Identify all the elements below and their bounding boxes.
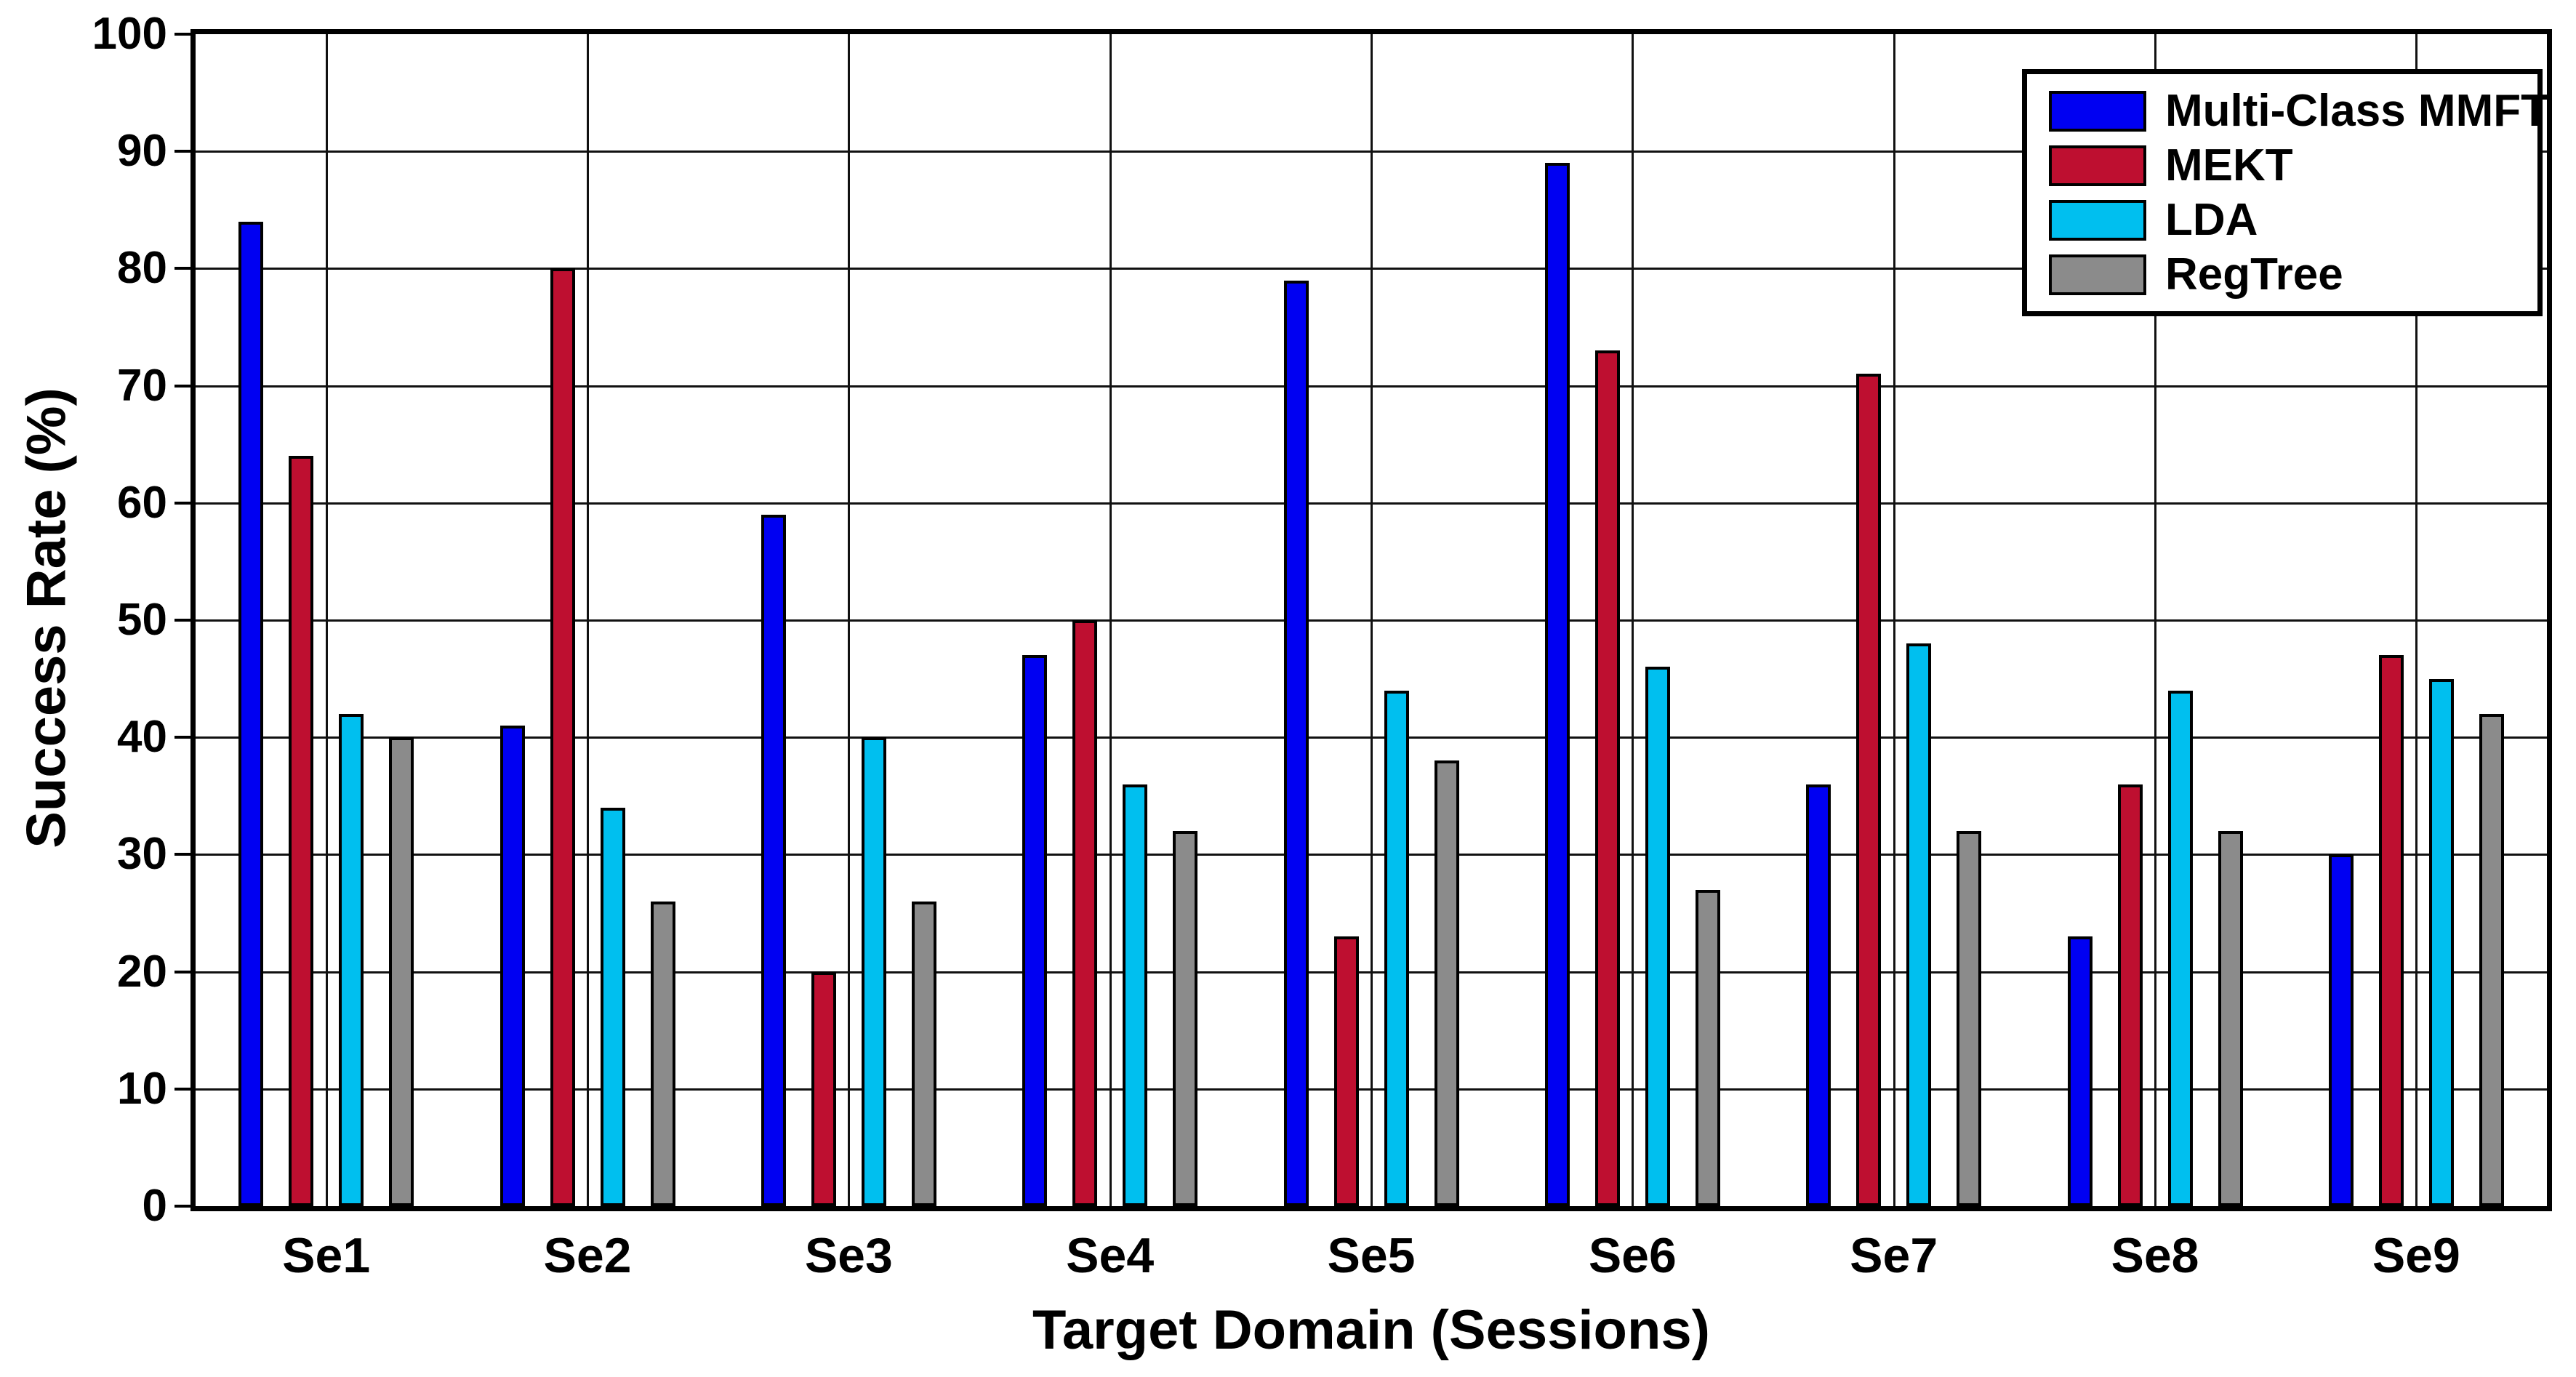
bar-Se4-multi-class-mmft	[1022, 655, 1048, 1206]
bar-Se3-lda	[861, 737, 886, 1206]
x-gridline-Se3	[848, 34, 851, 1206]
bar-Se7-regtree	[1957, 831, 1982, 1206]
y-tick-label-40: 40	[117, 712, 167, 763]
bar-Se3-multi-class-mmft	[761, 514, 786, 1206]
x-gridline-Se1	[325, 34, 328, 1206]
legend-swatch-red	[2049, 145, 2146, 186]
x-tick-label-Se7: Se7	[1850, 1228, 1938, 1283]
bar-Se9-regtree	[2479, 713, 2504, 1206]
bar-Se9-lda	[2428, 678, 2454, 1206]
bar-Se6-lda	[1645, 667, 1670, 1206]
bar-Se7-lda	[1906, 643, 1932, 1206]
x-tick-label-Se5: Se5	[1327, 1228, 1416, 1283]
x-gridline-Se6	[1632, 34, 1634, 1206]
y-tick-label-100: 100	[92, 9, 167, 59]
y-tick-mark	[174, 1205, 190, 1208]
x-gridline-Se2	[587, 34, 589, 1206]
bar-Se8-regtree	[2218, 831, 2243, 1206]
y-tick-mark	[174, 619, 190, 622]
bar-Se3-regtree	[911, 901, 936, 1206]
x-gridline-Se5	[1371, 34, 1373, 1206]
legend-swatch-blue	[2049, 90, 2146, 132]
legend: Multi-Class MMFT MEKT LDA RegTree	[2022, 69, 2548, 316]
y-tick-label-0: 0	[142, 1181, 167, 1231]
x-gridline-Se4	[1109, 34, 1112, 1206]
bar-Se5-lda	[1384, 690, 1409, 1206]
y-tick-mark	[174, 384, 190, 388]
x-gridline-Se9	[2415, 34, 2418, 1206]
legend-label: RegTree	[2165, 249, 2343, 300]
bar-Se8-lda	[2167, 690, 2193, 1206]
bar-Se3-mekt	[811, 971, 836, 1206]
y-tick-mark	[174, 970, 190, 973]
x-gridline-Se8	[2154, 34, 2156, 1206]
bar-Se5-multi-class-mmft	[1283, 280, 1309, 1206]
bar-Se1-multi-class-mmft	[238, 221, 264, 1206]
x-tick-label-Se1: Se1	[282, 1228, 371, 1283]
legend-item-multi-class-mmft: Multi-Class MMFT	[2027, 85, 2548, 137]
legend-swatch-gray	[2049, 254, 2146, 295]
bar-Se1-mekt	[289, 456, 314, 1206]
legend-swatch-cyan	[2049, 199, 2146, 241]
y-tick-label-60: 60	[117, 477, 167, 528]
bar-Se5-mekt	[1333, 936, 1359, 1206]
y-tick-mark	[174, 150, 190, 153]
bar-Se1-lda	[339, 713, 364, 1206]
y-tick-mark	[174, 267, 190, 270]
bar-Se4-regtree	[1173, 831, 1198, 1206]
legend-label: Multi-Class MMFT	[2165, 86, 2548, 136]
x-gridline-Se7	[1893, 34, 1895, 1206]
legend-label: MEKT	[2165, 140, 2293, 190]
y-tick-label-70: 70	[117, 360, 167, 411]
x-tick-label-Se6: Se6	[1588, 1228, 1677, 1283]
bar-Se6-multi-class-mmft	[1544, 163, 1570, 1206]
legend-item-lda: LDA	[2027, 194, 2537, 246]
bar-Se2-regtree	[650, 901, 675, 1206]
y-tick-label-20: 20	[117, 946, 167, 997]
y-tick-label-50: 50	[117, 595, 167, 645]
bar-Se7-mekt	[1856, 374, 1882, 1206]
bar-Se8-multi-class-mmft	[2067, 936, 2093, 1206]
y-tick-label-80: 80	[117, 243, 167, 294]
y-tick-mark	[174, 33, 190, 36]
y-tick-mark	[174, 501, 190, 505]
x-axis-label: Target Domain (Sessions)	[1032, 1299, 1710, 1361]
y-tick-label-10: 10	[117, 1063, 167, 1114]
x-tick-label-Se3: Se3	[804, 1228, 893, 1283]
y-tick-label-90: 90	[117, 126, 167, 177]
bar-Se4-mekt	[1072, 620, 1098, 1206]
bar-Se9-multi-class-mmft	[2328, 854, 2354, 1206]
bar-Se6-mekt	[1594, 350, 1620, 1206]
y-tick-mark	[174, 736, 190, 739]
bar-Se2-mekt	[550, 268, 575, 1206]
y-tick-label-30: 30	[117, 829, 167, 880]
bar-Se1-regtree	[389, 737, 414, 1206]
x-tick-label-Se9: Se9	[2372, 1228, 2460, 1283]
bar-Se5-regtree	[1434, 760, 1459, 1206]
x-tick-label-Se8: Se8	[2111, 1228, 2199, 1283]
bar-Se8-mekt	[2117, 784, 2143, 1206]
x-tick-label-Se4: Se4	[1066, 1228, 1155, 1283]
bar-Se2-lda	[600, 807, 625, 1206]
bar-Se4-lda	[1123, 784, 1148, 1206]
legend-item-mekt: MEKT	[2027, 140, 2537, 191]
y-tick-mark	[174, 1087, 190, 1091]
legend-item-regtree: RegTree	[2027, 249, 2537, 300]
x-tick-label-Se2: Se2	[543, 1228, 632, 1283]
bar-Se6-regtree	[1695, 889, 1720, 1206]
bar-Se2-multi-class-mmft	[499, 726, 525, 1206]
legend-label: LDA	[2165, 195, 2258, 245]
bar-Se7-multi-class-mmft	[1806, 784, 1831, 1206]
bar-Se9-mekt	[2378, 655, 2404, 1206]
y-tick-mark	[174, 853, 190, 856]
